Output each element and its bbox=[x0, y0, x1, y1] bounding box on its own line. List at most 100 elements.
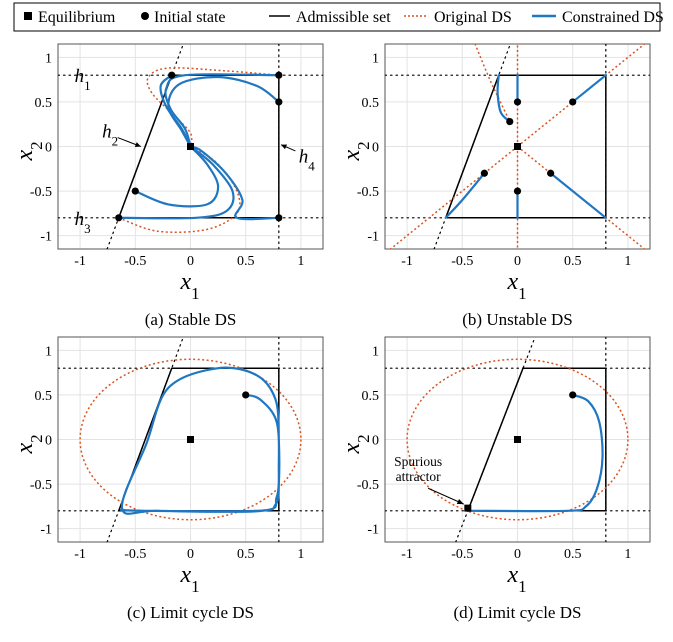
panel-caption: (c) Limit cycle DS bbox=[127, 603, 254, 622]
constrained-ds-trajectory bbox=[164, 73, 280, 148]
legend: Equilibrium Initial state Admissible set… bbox=[13, 2, 664, 32]
equilibrium-marker bbox=[514, 436, 521, 443]
x-tick-label: 0.5 bbox=[237, 547, 255, 562]
plot-area bbox=[385, 337, 650, 542]
x-axis-label: x1 bbox=[507, 269, 527, 303]
equilibrium-marker bbox=[187, 143, 194, 150]
original-ds-orbit bbox=[79, 358, 302, 521]
y-tick-label: -1 bbox=[40, 230, 52, 245]
constrained-ds-trajectory bbox=[167, 75, 280, 148]
legend-initial-state-label: Initial state bbox=[154, 9, 226, 26]
x-tick-label: 0.5 bbox=[564, 547, 582, 562]
x-tick-label: -1 bbox=[401, 254, 413, 269]
x-tick-label: 0 bbox=[514, 254, 521, 269]
x-tick-label: -0.5 bbox=[451, 254, 473, 269]
y-axis-label: x2 bbox=[12, 434, 46, 454]
annotation-text: Spurious bbox=[394, 454, 442, 469]
y-tick-label: 0 bbox=[45, 434, 52, 449]
y-tick-label: 0 bbox=[45, 141, 52, 156]
x-tick-label: -1 bbox=[401, 547, 413, 562]
x-tick-label: 0.5 bbox=[237, 254, 255, 269]
panel-4: -1 -0.5 0 0.5 1 -1 -0.5 0 0.5 1 x1 x2 (d) Limit cycl… bbox=[339, 336, 651, 622]
initial-state-marker bbox=[506, 117, 514, 126]
y-tick-label: -0.5 bbox=[357, 478, 379, 493]
panel-caption: (b) Unstable DS bbox=[462, 310, 572, 329]
x-tick-label: 1 bbox=[624, 254, 631, 269]
x-axis-label: x1 bbox=[507, 562, 527, 596]
initial-state-marker bbox=[480, 169, 488, 177]
legend-initial-state-marker bbox=[141, 12, 149, 20]
x-tick-label: 1 bbox=[297, 547, 304, 562]
plot-frame bbox=[384, 43, 651, 250]
equilibrium-marker bbox=[187, 436, 194, 443]
spurious-attractor-marker bbox=[464, 504, 472, 512]
initial-state-marker bbox=[275, 71, 283, 79]
initial-state-marker bbox=[242, 391, 250, 399]
plot-frame bbox=[57, 43, 324, 250]
y-axis-label: x2 bbox=[339, 141, 373, 161]
y-tick-label: 1 bbox=[372, 344, 379, 359]
panel-caption: (a) Stable DS bbox=[145, 310, 237, 329]
original-ds-orbit bbox=[406, 358, 629, 521]
x-tick-label: -0.5 bbox=[124, 547, 146, 562]
y-tick-label: 0 bbox=[372, 434, 379, 449]
initial-state-marker bbox=[168, 71, 176, 79]
constrained-ds-trajectory bbox=[444, 172, 486, 219]
legend-equilibrium-marker bbox=[24, 12, 32, 20]
x-tick-label: 0.5 bbox=[564, 254, 582, 269]
annotation-arrowhead bbox=[456, 499, 464, 505]
original-ds-trajectory bbox=[389, 145, 518, 249]
panels: -1 -0.5 0 0.5 1 -1 -0.5 0 0.5 1 x1 x2 (a) Stable DS h… bbox=[12, 43, 651, 622]
x-axis-label: x1 bbox=[180, 562, 200, 596]
initial-state-marker bbox=[569, 98, 577, 106]
panel-3: -1 -0.5 0 0.5 1 -1 -0.5 0 0.5 1 x1 x2 (c) Limit cycl… bbox=[12, 336, 324, 622]
y-tick-label: 1 bbox=[45, 344, 52, 359]
constrained-ds-trajectory bbox=[117, 145, 235, 220]
x-axis-label: x1 bbox=[180, 269, 200, 303]
y-tick-label: -1 bbox=[367, 230, 379, 245]
y-tick-label: 1 bbox=[372, 51, 379, 66]
y-tick-label: -1 bbox=[40, 523, 52, 538]
constrained-ds-trajectory bbox=[189, 145, 280, 221]
y-tick-label: -1 bbox=[367, 523, 379, 538]
x-tick-label: 1 bbox=[297, 254, 304, 269]
constrained-ds-trajectory bbox=[134, 145, 220, 208]
initial-state-marker bbox=[115, 214, 123, 222]
x-tick-label: 1 bbox=[624, 547, 631, 562]
panel-2: -1 -0.5 0 0.5 1 -1 -0.5 0 0.5 1 x1 x2 (b) Unstable D… bbox=[339, 43, 651, 329]
initial-state-marker bbox=[275, 98, 283, 106]
y-tick-label: 0.5 bbox=[35, 389, 53, 404]
panel-caption: (d) Limit cycle DS bbox=[454, 603, 582, 622]
y-tick-label: 0.5 bbox=[362, 389, 380, 404]
y-tick-label: 0.5 bbox=[362, 96, 380, 111]
constraint-label: h2 bbox=[102, 121, 118, 148]
x-tick-label: -0.5 bbox=[124, 254, 146, 269]
legend-admissible-set-label: Admissible set bbox=[296, 9, 391, 26]
plot-area bbox=[58, 337, 323, 542]
constrained-ds-trajectory bbox=[496, 74, 511, 123]
y-tick-label: 0.5 bbox=[35, 96, 53, 111]
initial-state-marker bbox=[547, 169, 555, 177]
initial-state-marker bbox=[275, 214, 283, 222]
annotation-arrow bbox=[427, 487, 465, 505]
y-axis-label: x2 bbox=[339, 434, 373, 454]
original-ds-trajectory bbox=[118, 145, 241, 234]
x-tick-label: 0 bbox=[187, 254, 194, 269]
original-ds-trajectory bbox=[474, 44, 511, 122]
plot-area bbox=[385, 44, 650, 249]
x-tick-label: 0 bbox=[514, 547, 521, 562]
constraint-label: h3 bbox=[75, 209, 91, 236]
plot-frame bbox=[384, 336, 651, 543]
constraint-label: h4 bbox=[299, 146, 316, 173]
x-tick-label: 0 bbox=[187, 547, 194, 562]
x-tick-label: -1 bbox=[74, 547, 86, 562]
legend-equilibrium-label: Equilibrium bbox=[38, 9, 116, 26]
original-ds-trajectory bbox=[517, 44, 646, 148]
constrained-ds-trajectory bbox=[119, 366, 281, 515]
constraint-label: h1 bbox=[75, 66, 91, 93]
original-ds-trajectory bbox=[146, 67, 279, 147]
y-tick-label: -0.5 bbox=[30, 185, 52, 200]
constraint-label-arrowhead bbox=[281, 144, 288, 150]
